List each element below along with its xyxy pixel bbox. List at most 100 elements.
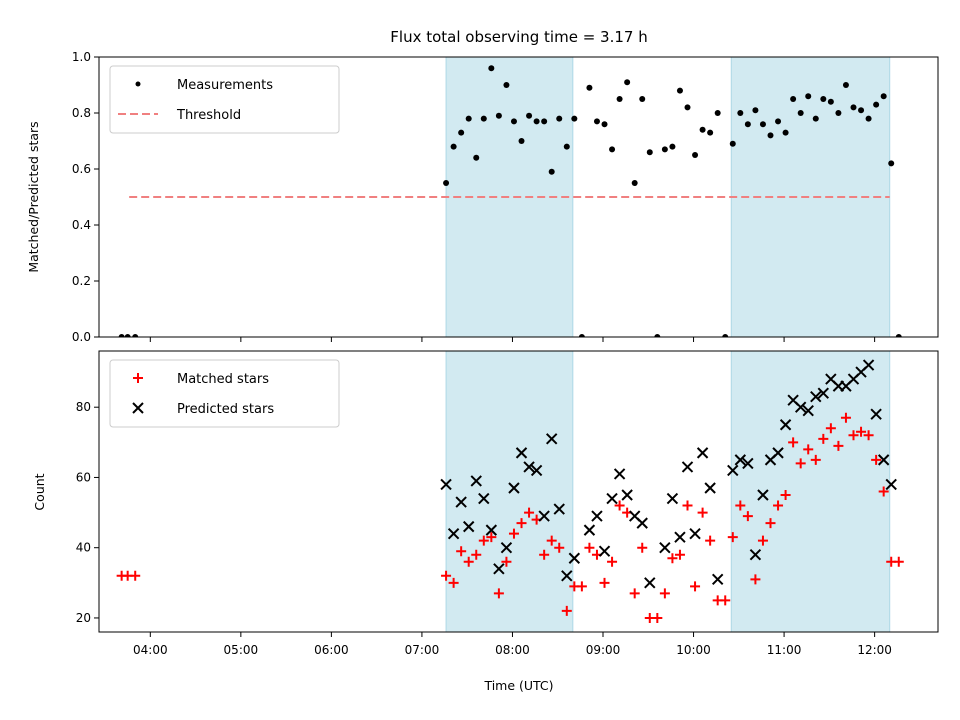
matched-stars-point	[599, 577, 610, 588]
top-plot-area	[118, 65, 902, 337]
measurement-point	[752, 107, 759, 114]
matched-stars-point	[795, 458, 806, 469]
matched-stars-point	[659, 588, 670, 599]
predicted-stars-point	[538, 510, 550, 522]
measurement-point	[895, 334, 902, 337]
predicted-stars-point	[553, 503, 565, 515]
predicted-stars-point	[500, 541, 513, 554]
measurement-point	[118, 334, 125, 337]
measurement-point	[714, 110, 721, 116]
predicted-stars-point	[885, 478, 897, 491]
measurement-point	[533, 118, 540, 125]
matched-stars-point	[607, 556, 618, 567]
measurement-point	[676, 87, 683, 94]
predicted-stars-point	[659, 541, 671, 554]
legend-label: Predicted stars	[177, 402, 274, 417]
measurement-point	[759, 121, 766, 128]
measurement-point	[858, 107, 865, 114]
measurement-point	[563, 143, 570, 150]
predicted-stars-point	[545, 433, 558, 445]
measurement-point	[450, 143, 457, 150]
measurement-point	[654, 334, 661, 337]
measurement-point	[458, 129, 465, 136]
matched-stars-point	[130, 570, 141, 581]
measurement-point	[465, 115, 472, 122]
predicted-stars-point	[523, 461, 535, 473]
measurement-point	[624, 79, 631, 86]
matched-stars-point	[720, 595, 731, 606]
matched-stars-point	[629, 588, 640, 599]
bottom-series-predicted-stars	[440, 359, 897, 589]
top-y-tick-label: 0.4	[72, 218, 91, 232]
measurement-point	[820, 96, 827, 102]
predicted-stars-point	[485, 524, 498, 536]
legend-box	[109, 65, 340, 134]
measurement-point	[805, 93, 812, 100]
top-y-tick-label: 1.0	[72, 50, 91, 64]
matched-stars-point	[456, 546, 467, 557]
legend-marker-plus	[133, 373, 143, 383]
measurement-point	[880, 93, 887, 100]
predicted-stars-point	[779, 419, 792, 431]
matched-stars-point	[893, 556, 904, 567]
matched-stars-point	[652, 612, 663, 623]
bottom-series-matched-stars	[116, 412, 904, 623]
predicted-stars-point	[734, 454, 747, 466]
predicted-stars-point	[568, 552, 581, 564]
top-panel: 0.0 0.2 0.4 0.6 0.8 1.0 Measurements Threshold	[72, 50, 939, 344]
predicted-stars-point	[666, 492, 679, 505]
matched-stars-point	[441, 570, 452, 581]
matched-stars-point	[682, 500, 693, 511]
matched-stars-point	[871, 454, 882, 465]
measurement-point	[797, 110, 804, 116]
measurement-point	[124, 334, 131, 337]
measurement-point	[669, 143, 676, 150]
matched-stars-point	[516, 518, 527, 529]
matched-stars-point	[674, 549, 685, 560]
matched-stars-point	[750, 574, 761, 585]
x-tick-label: 09:00	[586, 643, 621, 657]
bottom-y-tick-label: 20	[76, 611, 91, 625]
matched-stars-point	[554, 542, 565, 553]
measurement-point	[661, 146, 668, 153]
x-axis-label: Time (UTC)	[483, 678, 553, 693]
matched-stars-point	[614, 500, 625, 511]
matched-stars-point	[848, 430, 859, 441]
predicted-stars-point	[621, 489, 633, 501]
measurement-point	[601, 121, 608, 128]
top-y-tick-label: 0.6	[72, 162, 91, 176]
predicted-stars-point	[757, 489, 769, 501]
measurement-point	[586, 84, 593, 91]
matched-stars-point	[524, 507, 535, 518]
predicted-stars-point	[802, 405, 814, 417]
matched-stars-point	[773, 500, 784, 511]
legend-marker-dot	[135, 81, 141, 87]
bottom-axes-frame	[98, 350, 939, 633]
matched-stars-point	[478, 535, 489, 546]
matched-stars-point	[493, 588, 504, 599]
matched-stars-point	[539, 549, 550, 560]
predicted-stars-point	[689, 527, 701, 540]
x-tick-label: 11:00	[767, 643, 802, 657]
matched-stars-point	[735, 500, 746, 511]
matched-stars-point	[508, 528, 519, 539]
measurement-point	[842, 82, 849, 88]
predicted-stars-point	[742, 457, 754, 470]
legend-label: Matched stars	[177, 372, 269, 387]
predicted-stars-point	[561, 570, 573, 582]
predicted-stars-point	[704, 482, 716, 494]
measurement-point	[548, 168, 555, 175]
bottom-y-tick-label: 80	[76, 400, 91, 414]
x-tick-label: 07:00	[405, 643, 440, 657]
measurement-point	[827, 98, 834, 105]
matched-stars-point	[757, 535, 768, 546]
matched-stars-point	[501, 556, 512, 567]
predicted-stars-point	[478, 492, 490, 505]
measurement-point	[767, 132, 774, 139]
measurement-point	[865, 115, 872, 122]
top-axes-frame	[98, 56, 939, 338]
measurement-point	[707, 129, 714, 136]
predicted-stars-point	[681, 461, 694, 473]
bottom-panel: 20 40 60 80 04:00 05:00 06:00 07:00 08:00 09:00 10…	[76, 350, 939, 657]
